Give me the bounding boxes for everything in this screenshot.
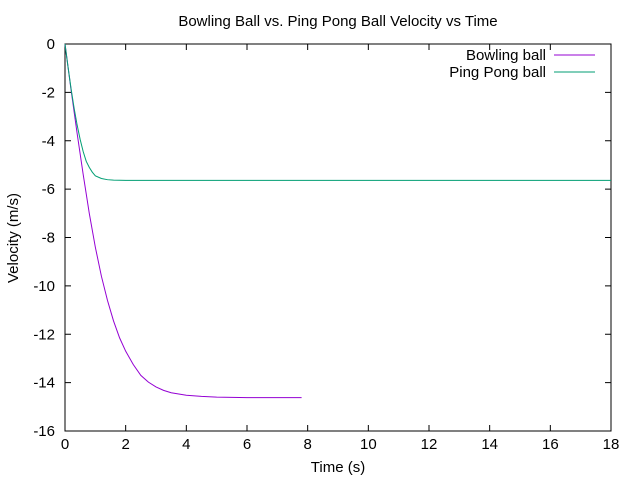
x-tick-label: 8: [303, 436, 311, 453]
x-tick-label: 12: [421, 436, 438, 453]
x-tick-label: 6: [243, 436, 251, 453]
chart-title: Bowling Ball vs. Ping Pong Ball Velocity…: [178, 13, 497, 30]
y-tick-label: -14: [33, 375, 55, 392]
plot-frame: [64, 43, 612, 432]
series-layer: [64, 43, 611, 399]
y-tick-label: -10: [33, 278, 55, 295]
y-tick-label: -8: [42, 230, 55, 247]
y-tick-label: -4: [42, 133, 55, 150]
y-axis-title: Velocity (m/s): [5, 193, 22, 283]
series-line-ping-pong-ball: [64, 43, 611, 181]
series-line-bowling-ball: [64, 43, 302, 399]
x-tick-label: 16: [542, 436, 559, 453]
legend-label: Ping Pong ball: [449, 64, 546, 81]
x-tick-label: 10: [360, 436, 377, 453]
x-tick-label: 0: [61, 436, 69, 453]
y-axis-ticks: 0 -2 -4 -6 -8 -10 -12 -14 -16: [33, 36, 611, 440]
x-tick-label: 18: [603, 436, 620, 453]
y-tick-label: -6: [42, 181, 55, 198]
y-tick-label: -12: [33, 326, 55, 343]
x-tick-label: 14: [481, 436, 498, 453]
x-tick-label: 2: [121, 436, 129, 453]
y-tick-label: -16: [33, 423, 55, 440]
x-axis-title: Time (s): [311, 459, 365, 476]
x-axis-ticks: 0 2 4 6 8 10 12 14 16 18: [61, 44, 620, 453]
y-tick-label: 0: [47, 36, 55, 53]
legend-label: Bowling ball: [466, 47, 546, 64]
y-tick-label: -2: [42, 84, 55, 101]
x-tick-label: 4: [182, 436, 190, 453]
